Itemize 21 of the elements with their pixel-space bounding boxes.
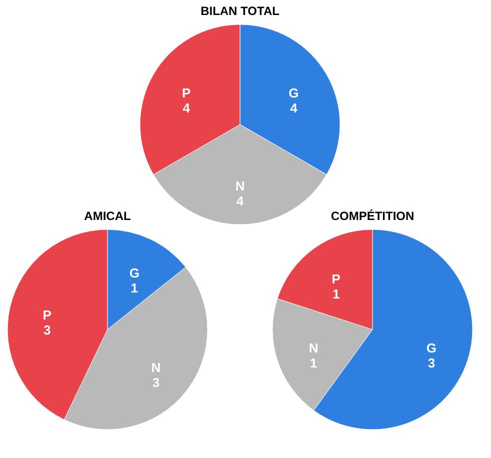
data-label: 4 — [182, 100, 191, 116]
slice-label: G — [129, 266, 140, 281]
data-label: 3 — [152, 375, 160, 390]
data-label: 4 — [236, 194, 244, 208]
slice-label: N — [308, 340, 318, 356]
data-label: 3 — [428, 356, 436, 371]
slice-label: G — [288, 86, 299, 100]
chart-title: BILAN TOTAL — [200, 4, 280, 18]
slice-label: N — [235, 178, 245, 194]
slice-label: P — [42, 308, 52, 323]
slice-label: P — [332, 271, 341, 286]
slice-label: G — [426, 340, 437, 356]
data-label: 1 — [332, 286, 340, 302]
chart-title: COMPÉTITION — [330, 209, 414, 223]
data-label: 4 — [290, 100, 298, 116]
chart-title: AMICAL — [84, 209, 131, 223]
data-label: 1 — [130, 280, 138, 296]
slice-label: N — [151, 360, 161, 376]
slice-label: P — [182, 86, 191, 100]
data-label: 1 — [310, 356, 318, 371]
data-label: 3 — [43, 322, 51, 338]
